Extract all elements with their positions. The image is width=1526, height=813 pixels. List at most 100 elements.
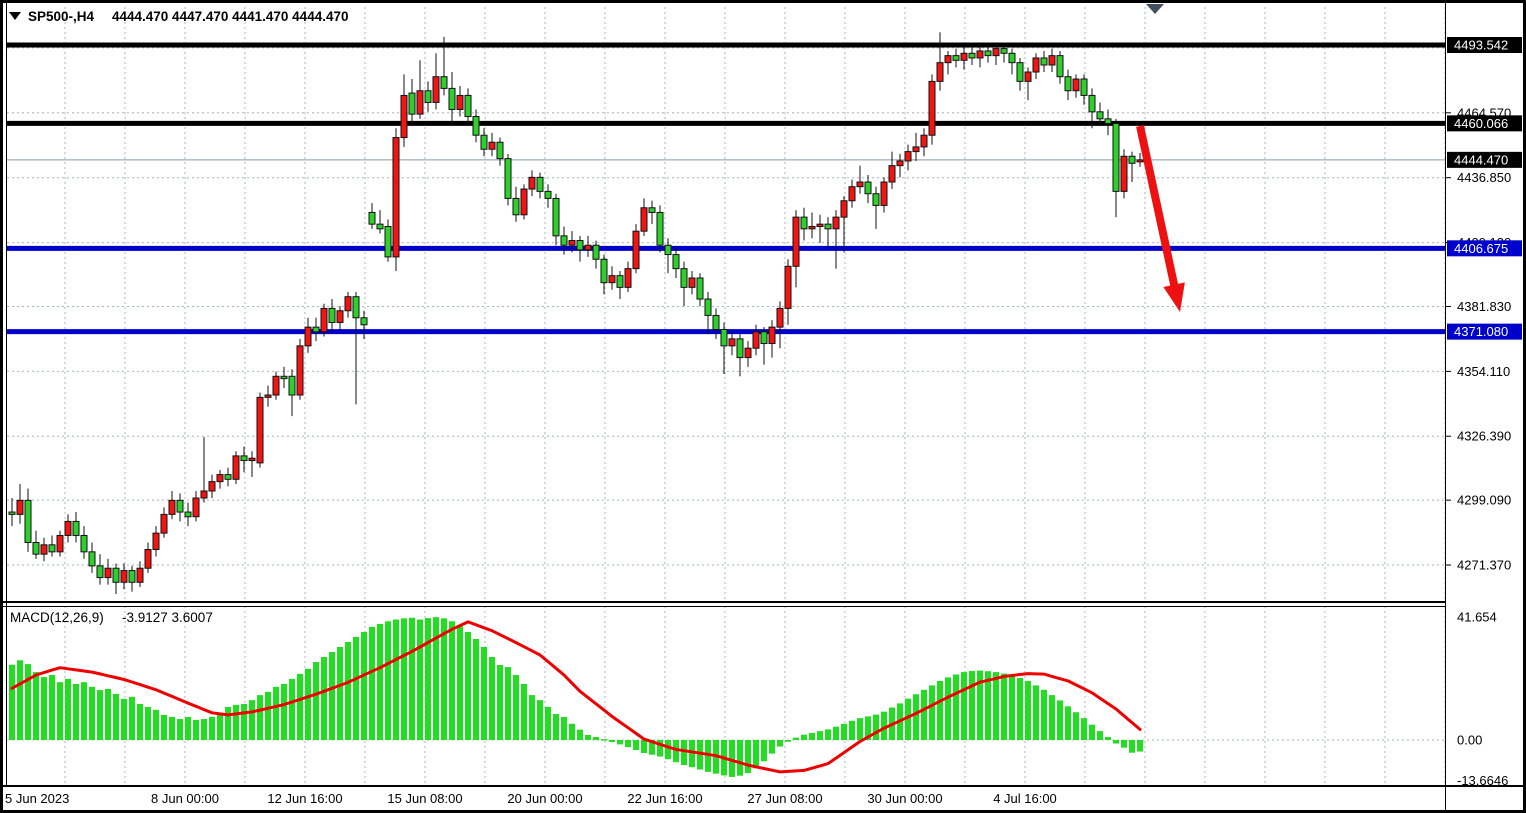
grid-layer — [7, 7, 1446, 785]
candle-body — [112, 567, 120, 583]
candle-body — [1064, 76, 1072, 92]
macd-histogram-bar — [729, 740, 735, 777]
macd-histogram-bar — [217, 714, 223, 740]
macd-histogram-bar — [401, 618, 407, 740]
macd-histogram-bar — [969, 670, 975, 740]
price-badge-label: 4444.470 — [1454, 152, 1508, 167]
candle-body — [448, 87, 456, 110]
macd-histogram-bar — [705, 740, 711, 772]
macd-histogram-bar — [345, 641, 351, 740]
candle-body — [120, 570, 128, 583]
candle-body — [680, 268, 688, 288]
candle-body — [848, 186, 856, 202]
candle-body — [8, 511, 16, 515]
macd-histogram-bar — [425, 618, 431, 740]
candle-body — [520, 188, 528, 216]
macd-histogram-bar — [1081, 718, 1087, 740]
trend-arrow-shaft[interactable] — [1136, 125, 1180, 292]
macd-histogram-bar — [633, 740, 639, 751]
macd-histogram-bar — [361, 631, 367, 740]
annotations-layer — [1136, 4, 1185, 312]
macd-layer — [9, 617, 1143, 777]
macd-histogram-bar — [177, 719, 183, 740]
candle-body — [96, 565, 104, 579]
candle-body — [616, 275, 624, 288]
candle-body — [1032, 57, 1040, 73]
candle-body — [688, 277, 696, 288]
macd-histogram-bar — [809, 732, 815, 740]
macd-histogram-bar — [777, 740, 783, 747]
candle-body — [160, 513, 168, 534]
candle-body — [32, 541, 40, 555]
macd-histogram-bar — [529, 695, 535, 740]
macd-histogram-bar — [449, 621, 455, 740]
macd-histogram-bar — [1041, 689, 1047, 740]
price-badge-label: 4406.675 — [1454, 241, 1508, 256]
candle-body — [880, 181, 888, 206]
candle-body — [1104, 118, 1112, 125]
candle-body — [176, 499, 184, 513]
symbol-dropdown-icon[interactable] — [9, 12, 21, 20]
macd-histogram-bar — [913, 694, 919, 740]
macd-histogram-bar — [649, 740, 655, 755]
macd-histogram-bar — [849, 720, 855, 740]
macd-histogram-bar — [273, 686, 279, 740]
candle-body — [976, 50, 984, 59]
macd-histogram-bar — [961, 672, 967, 740]
macd-histogram-bar — [1137, 740, 1143, 752]
candle-body — [408, 92, 416, 115]
candle-body — [416, 90, 424, 115]
macd-axis-label: 0.00 — [1457, 733, 1482, 748]
candle-body — [640, 207, 648, 232]
candle-body — [784, 265, 792, 309]
macd-histogram-bar — [281, 683, 287, 740]
candle-body — [752, 331, 760, 349]
macd-histogram-bar — [617, 740, 623, 745]
candle-body — [328, 307, 336, 323]
candle-body — [544, 190, 552, 199]
macd-histogram-bar — [497, 664, 503, 740]
candle-body — [1136, 159, 1144, 163]
candle-body — [1024, 71, 1032, 82]
candle-body — [168, 499, 176, 515]
time-axis-label: 20 Jun 00:00 — [507, 791, 582, 806]
candle-body — [1000, 48, 1008, 54]
candle-body — [488, 141, 496, 150]
macd-histogram-bar — [153, 709, 159, 740]
candle-body — [584, 244, 592, 251]
candle-body — [400, 94, 408, 139]
macd-histogram-bar — [521, 683, 527, 740]
macd-histogram-bar — [993, 672, 999, 740]
candle-body — [152, 532, 160, 550]
candle-body — [80, 534, 88, 553]
macd-histogram-bar — [137, 703, 143, 740]
price-badge — [1447, 323, 1522, 340]
candle-body — [840, 200, 848, 218]
macd-indicator-values: -3.9127 3.6007 — [122, 610, 213, 625]
candle-body — [104, 567, 112, 579]
candle-body — [912, 146, 920, 153]
candle-body — [712, 314, 720, 330]
price-tick-label: 4354.110 — [1457, 364, 1510, 379]
candle-body — [576, 240, 584, 251]
candle-body — [1080, 78, 1088, 96]
macd-histogram-bar — [369, 626, 375, 740]
price-tick-label: 4326.390 — [1457, 429, 1511, 444]
macd-histogram-bar — [33, 672, 39, 740]
macd-histogram-bar — [1121, 740, 1127, 748]
macd-histogram-bar — [289, 678, 295, 740]
macd-histogram-bar — [97, 690, 103, 740]
macd-histogram-bar — [577, 729, 583, 740]
trend-arrow-head[interactable] — [1163, 282, 1185, 312]
candle-body — [856, 181, 864, 188]
candle-body — [216, 474, 224, 483]
macd-histogram-bar — [25, 664, 31, 740]
candle-body — [24, 499, 32, 543]
macd-histogram-bar — [297, 673, 303, 740]
candle-body — [72, 520, 80, 536]
candle-body — [656, 211, 664, 246]
level-lines-layer — [7, 42, 1445, 335]
time-axis-label: 8 Jun 00:00 — [151, 791, 219, 806]
